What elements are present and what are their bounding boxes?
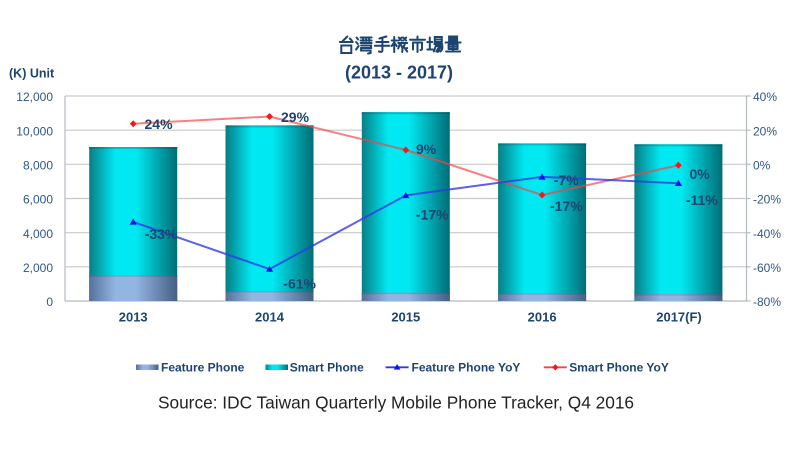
svg-text:-17%: -17% <box>550 198 583 214</box>
svg-text:24%: 24% <box>145 116 174 132</box>
svg-text:20%: 20% <box>753 124 777 138</box>
svg-text:-40%: -40% <box>753 227 781 241</box>
svg-text:-11%: -11% <box>686 192 718 208</box>
svg-text:Smart Phone: Smart Phone <box>290 361 364 375</box>
svg-text:4,000: 4,000 <box>23 227 53 241</box>
svg-text:9%: 9% <box>416 141 437 157</box>
svg-text:-33%: -33% <box>145 226 178 242</box>
svg-text:29%: 29% <box>281 109 310 125</box>
svg-text:(2013 - 2017): (2013 - 2017) <box>345 63 453 83</box>
svg-text:-20%: -20% <box>753 193 781 207</box>
svg-text:Source: IDC Taiwan Quarterly M: Source: IDC Taiwan Quarterly Mobile Phon… <box>158 393 634 413</box>
svg-text:8,000: 8,000 <box>23 159 53 173</box>
svg-text:-61%: -61% <box>283 276 316 292</box>
svg-text:2014: 2014 <box>255 310 285 325</box>
svg-text:0%: 0% <box>690 166 711 182</box>
svg-text:2017(F): 2017(F) <box>656 310 702 325</box>
svg-text:0: 0 <box>46 295 53 309</box>
svg-text:-7%: -7% <box>554 172 579 188</box>
svg-text:Feature Phone: Feature Phone <box>161 361 245 375</box>
svg-text:2013: 2013 <box>119 310 148 325</box>
svg-text:40%: 40% <box>753 90 777 104</box>
svg-text:(K) Unit: (K) Unit <box>9 67 55 81</box>
svg-text:2015: 2015 <box>391 310 420 325</box>
svg-text:12,000: 12,000 <box>16 90 53 104</box>
svg-text:6,000: 6,000 <box>23 193 53 207</box>
svg-text:-17%: -17% <box>416 207 449 223</box>
svg-text:Feature Phone YoY: Feature Phone YoY <box>412 361 521 375</box>
svg-text:-80%: -80% <box>753 295 781 309</box>
svg-text:10,000: 10,000 <box>16 124 53 138</box>
svg-text:-60%: -60% <box>753 261 781 275</box>
svg-text:2016: 2016 <box>528 310 557 325</box>
svg-text:Smart Phone YoY: Smart Phone YoY <box>569 361 669 375</box>
svg-text:2,000: 2,000 <box>23 261 53 275</box>
svg-text:0%: 0% <box>753 159 771 173</box>
